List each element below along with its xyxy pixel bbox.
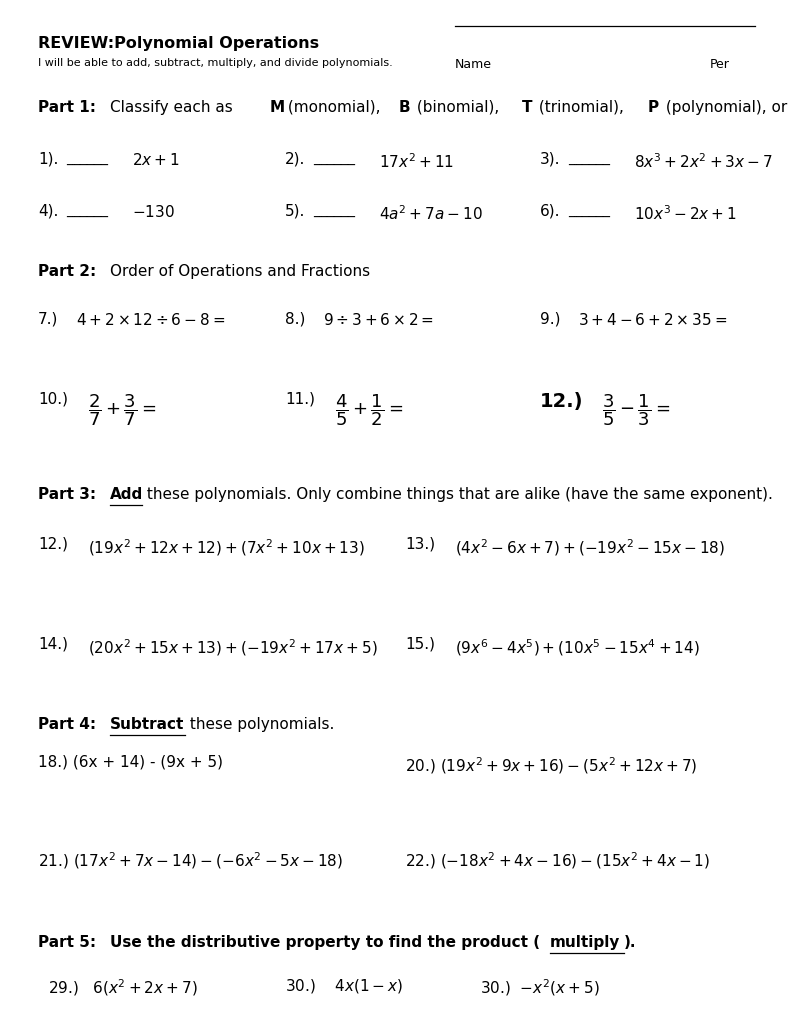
Text: Per: Per	[710, 58, 730, 71]
Text: these polynomials.: these polynomials.	[185, 717, 335, 732]
Text: 12.): 12.)	[540, 392, 584, 411]
Text: Part 1:: Part 1:	[38, 100, 96, 115]
Text: M: M	[270, 100, 285, 115]
Text: Classify each as: Classify each as	[110, 100, 237, 115]
Text: these polynomials. Only combine things that are alike (have the same exponent).: these polynomials. Only combine things t…	[142, 487, 773, 502]
Text: 22.) $(-18x^2 + 4x - 16) - (15x^2 + 4x - 1)$: 22.) $(-18x^2 + 4x - 16) - (15x^2 + 4x -…	[405, 850, 710, 870]
Text: 30.)    $4x(1-x)$: 30.) $4x(1-x)$	[285, 977, 403, 995]
Text: $4a^2+7a-10$: $4a^2+7a-10$	[379, 204, 483, 222]
Text: 8.): 8.)	[285, 312, 305, 327]
Text: $(9x^6-4x^5)+(10x^5-15x^4+14)$: $(9x^6-4x^5)+(10x^5-15x^4+14)$	[455, 637, 700, 657]
Text: ).: ).	[624, 935, 637, 950]
Text: T: T	[522, 100, 532, 115]
Text: Part 3:: Part 3:	[38, 487, 97, 502]
Text: $(19x^2+12x+12)+(7x^2+10x+13)$: $(19x^2+12x+12)+(7x^2+10x+13)$	[88, 537, 365, 558]
Text: 6).: 6).	[540, 204, 561, 219]
Text: 7.): 7.)	[38, 312, 59, 327]
Text: Part 5:: Part 5:	[38, 935, 97, 950]
Text: $\dfrac{2}{7}+\dfrac{3}{7}=$: $\dfrac{2}{7}+\dfrac{3}{7}=$	[88, 392, 156, 428]
Text: $-130$: $-130$	[132, 204, 175, 220]
Text: ______: ______	[313, 204, 355, 218]
Text: 15.): 15.)	[405, 637, 435, 652]
Text: ______: ______	[568, 204, 610, 218]
Text: 21.) $(17x^2 + 7x - 14) - (-6x^2 - 5x - 18)$: 21.) $(17x^2 + 7x - 14) - (-6x^2 - 5x - …	[38, 850, 343, 870]
Text: $17x^2 +11$: $17x^2 +11$	[379, 152, 454, 171]
Text: 9.): 9.)	[540, 312, 561, 327]
Text: Subtract: Subtract	[110, 717, 184, 732]
Text: 4).: 4).	[38, 204, 59, 219]
Text: ______: ______	[313, 152, 355, 166]
Text: (monomial),: (monomial),	[283, 100, 385, 115]
Text: ______: ______	[66, 152, 108, 166]
Text: Use the distributive property to find the product (: Use the distributive property to find th…	[110, 935, 540, 950]
Text: (binomial),: (binomial),	[412, 100, 504, 115]
Text: Add: Add	[110, 487, 143, 502]
Text: $\dfrac{4}{5}+\dfrac{1}{2}=$: $\dfrac{4}{5}+\dfrac{1}{2}=$	[335, 392, 403, 428]
Text: $10x^3-2x+1$: $10x^3-2x+1$	[634, 204, 737, 222]
Text: I will be able to add, subtract, multiply, and divide polynomials.: I will be able to add, subtract, multipl…	[38, 58, 393, 68]
Text: 12.): 12.)	[38, 537, 68, 552]
Text: 11.): 11.)	[285, 392, 315, 407]
Text: 18.) (6x + 14) - (9x + 5): 18.) (6x + 14) - (9x + 5)	[38, 755, 223, 770]
Text: 3).: 3).	[540, 152, 561, 167]
Text: B: B	[399, 100, 411, 115]
Text: 30.)  $-x^2(x+5)$: 30.) $-x^2(x+5)$	[480, 977, 600, 997]
Text: 2).: 2).	[285, 152, 305, 167]
Text: 20.) $(19x^2 + 9x + 16) - (5x^2 + 12x + 7)$: 20.) $(19x^2 + 9x + 16) - (5x^2 + 12x + …	[405, 755, 698, 776]
Text: $\dfrac{3}{5}-\dfrac{1}{3}=$: $\dfrac{3}{5}-\dfrac{1}{3}=$	[602, 392, 670, 428]
Text: multiply: multiply	[550, 935, 620, 950]
Text: P: P	[648, 100, 659, 115]
Text: (polynomial), or: (polynomial), or	[661, 100, 791, 115]
Text: ______: ______	[66, 204, 108, 218]
Text: ______: ______	[568, 152, 610, 166]
Text: $(4x^2-6x+7)+(-19x^2-15x-18)$: $(4x^2-6x+7)+(-19x^2-15x-18)$	[455, 537, 725, 558]
Text: Name: Name	[455, 58, 492, 71]
Text: $(20x^2+15x+13)+(-19x^2+17x+5)$: $(20x^2+15x+13)+(-19x^2+17x+5)$	[88, 637, 377, 657]
Text: $4+2 \times 12 \div 6-8=$: $4+2 \times 12 \div 6-8=$	[76, 312, 225, 328]
Text: $2x+1$: $2x+1$	[132, 152, 180, 168]
Text: 29.)   $6(x^2+2x+7)$: 29.) $6(x^2+2x+7)$	[48, 977, 198, 997]
Text: REVIEW:Polynomial Operations: REVIEW:Polynomial Operations	[38, 36, 319, 51]
Text: 10.): 10.)	[38, 392, 68, 407]
Text: 14.): 14.)	[38, 637, 68, 652]
Text: 1).: 1).	[38, 152, 59, 167]
Text: $8x^3+2x^2+3x-7$: $8x^3+2x^2+3x-7$	[634, 152, 773, 171]
Text: $9 \div 3+6 \times 2=$: $9 \div 3+6 \times 2=$	[323, 312, 434, 328]
Text: Order of Operations and Fractions: Order of Operations and Fractions	[110, 264, 370, 279]
Text: Part 4:: Part 4:	[38, 717, 97, 732]
Text: 13.): 13.)	[405, 537, 435, 552]
Text: 5).: 5).	[285, 204, 305, 219]
Text: $3+4-6+2 \times 35=$: $3+4-6+2 \times 35=$	[578, 312, 727, 328]
Text: (trinomial),: (trinomial),	[534, 100, 629, 115]
Text: Part 2:: Part 2:	[38, 264, 97, 279]
